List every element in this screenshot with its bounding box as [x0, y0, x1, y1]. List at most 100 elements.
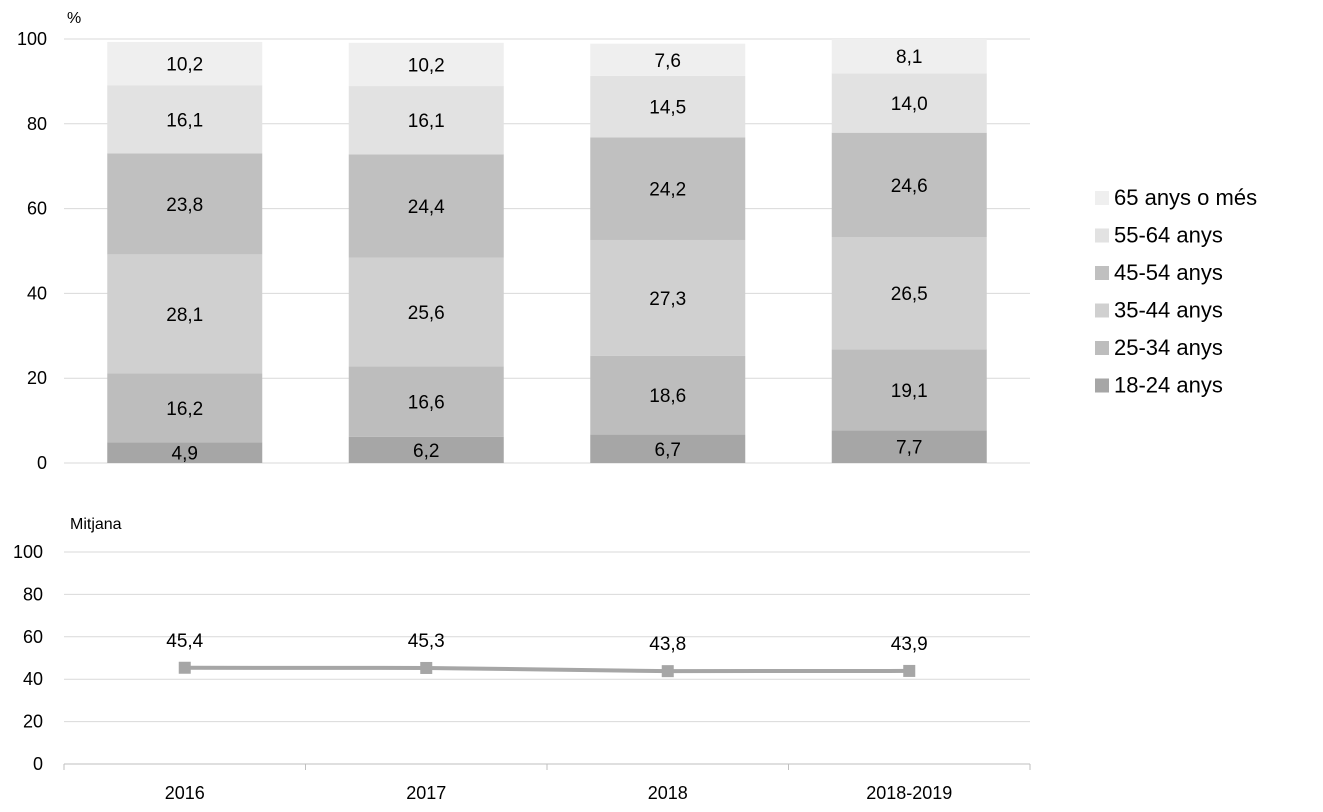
bar-segment	[348, 436, 504, 463]
segment-value-label: 23,8	[166, 195, 203, 216]
segment-value-label: 8,1	[896, 47, 922, 68]
average-line	[184, 665, 910, 674]
bar-segment	[831, 132, 987, 238]
bar-segment	[348, 257, 504, 367]
bar-segment	[107, 85, 263, 154]
stacked-bar-panel: 0 20 40 60 80 100 % 4,9 16,2 28,1 23,8 16,1 10,2 6,…	[17, 10, 1030, 473]
segment-value-label: 4,9	[172, 444, 198, 465]
legend-swatch	[1095, 228, 1109, 243]
bar-segment	[107, 41, 263, 86]
legend-entry: 45-54 anys	[1114, 260, 1223, 285]
x-category-label: 2018	[648, 783, 688, 803]
legend-entry: 35-44 anys	[1114, 298, 1223, 323]
bar-segment	[831, 73, 987, 133]
legend-entry: 55-64 anys	[1114, 223, 1223, 248]
segment-value-label: 16,1	[166, 110, 203, 131]
bottom-unit-label: Mitjana	[70, 516, 122, 533]
bar-segment	[348, 42, 504, 87]
average-value-label: 45,4	[166, 631, 203, 652]
average-point-marker	[420, 661, 433, 674]
bar-segment	[107, 153, 263, 255]
segment-data-labels: 4,9 16,2 28,1 23,8 16,1 10,2 6,2 16,6 25,6 24,4 16…	[166, 47, 927, 464]
top-y-tick-label: 60	[27, 199, 47, 219]
segment-value-label: 26,5	[891, 284, 928, 305]
x-tick-labels: 2016 2017 2018 2018-2019	[165, 783, 953, 803]
segment-value-label: 10,2	[408, 55, 445, 76]
top-y-tick-label: 40	[27, 283, 47, 303]
top-y-tick-label: 20	[27, 368, 47, 388]
x-category-label: 2016	[165, 783, 205, 803]
bottom-y-tick-label: 0	[33, 754, 43, 774]
bar-segment	[590, 355, 746, 435]
segment-value-label: 6,7	[655, 440, 681, 461]
segment-value-label: 6,2	[413, 441, 439, 462]
bottom-y-tick-labels: 0 20 40 60 80 100	[13, 542, 43, 774]
average-point-marker	[178, 661, 191, 674]
bar-segment	[107, 254, 263, 374]
average-point-marker	[661, 665, 674, 678]
bar-segment	[107, 373, 263, 443]
stacked-bars	[107, 39, 987, 463]
bottom-y-tick-label: 100	[13, 542, 43, 562]
bar-segment	[348, 366, 504, 437]
segment-value-label: 16,2	[166, 399, 203, 420]
bar-segment	[348, 86, 504, 155]
segment-value-label: 28,1	[166, 305, 203, 326]
top-y-tick-label: 100	[17, 29, 47, 49]
segment-value-label: 7,6	[655, 51, 681, 72]
legend-swatch	[1095, 341, 1109, 355]
average-value-label: 43,9	[891, 634, 928, 655]
bottom-y-tick-label: 20	[23, 712, 43, 732]
legend-entry: 18-24 anys	[1114, 373, 1223, 398]
line-panel: 0 20 40 60 80 100 Mitjana 45,4 45,3 43,8 43,9 20…	[13, 516, 1031, 803]
segment-value-label: 10,2	[166, 55, 203, 76]
segment-value-label: 27,3	[649, 289, 686, 310]
legend-entry: 65 anys o més	[1114, 185, 1257, 210]
legend-entry: 25-34 anys	[1114, 335, 1223, 360]
legend-swatch	[1095, 303, 1109, 318]
average-value-label: 43,8	[649, 634, 686, 655]
bottom-y-tick-label: 80	[23, 584, 43, 604]
bottom-gridlines	[64, 551, 1030, 723]
average-line-series	[178, 661, 916, 678]
bar-segment	[831, 430, 987, 463]
segment-value-label: 19,1	[891, 381, 928, 402]
average-value-label: 45,3	[408, 631, 445, 652]
legend: 65 anys o més 55-64 anys 45-54 anys 35-44 a…	[1095, 185, 1257, 398]
average-point-marker	[903, 664, 916, 677]
legend-swatch	[1095, 378, 1109, 393]
bar-segment	[831, 237, 987, 350]
segment-value-label: 16,1	[408, 111, 445, 132]
segment-value-label: 24,4	[408, 197, 445, 218]
bar-segment	[590, 137, 746, 240]
x-category-label: 2017	[406, 783, 446, 803]
bar-segment	[590, 43, 746, 76]
legend-swatch	[1095, 266, 1109, 280]
top-y-tick-label: 80	[27, 114, 47, 134]
bar-segment	[590, 75, 746, 138]
bar-segment	[831, 39, 987, 74]
average-data-labels: 45,4 45,3 43,8 43,9	[166, 631, 927, 655]
top-unit-label: %	[67, 10, 81, 27]
segment-value-label: 25,6	[408, 303, 445, 324]
legend-swatch	[1095, 191, 1109, 205]
segment-value-label: 24,6	[891, 176, 928, 197]
segment-value-label: 18,6	[649, 386, 686, 407]
bar-segment	[348, 154, 504, 258]
segment-value-label: 24,2	[649, 180, 686, 201]
bar-segment	[831, 349, 987, 431]
bar-segment	[107, 442, 263, 463]
segment-value-label: 14,5	[649, 98, 686, 119]
bar-segment	[590, 239, 746, 356]
bar-segment	[590, 434, 746, 463]
segment-value-label: 16,6	[408, 393, 445, 414]
top-y-tick-label: 0	[37, 453, 47, 473]
top-y-tick-labels: 0 20 40 60 80 100	[17, 29, 47, 473]
x-axis	[63, 763, 1031, 770]
segment-value-label: 14,0	[891, 94, 928, 115]
bottom-y-tick-label: 40	[23, 669, 43, 689]
bottom-y-tick-label: 60	[23, 627, 43, 647]
x-category-label: 2018-2019	[866, 783, 952, 803]
